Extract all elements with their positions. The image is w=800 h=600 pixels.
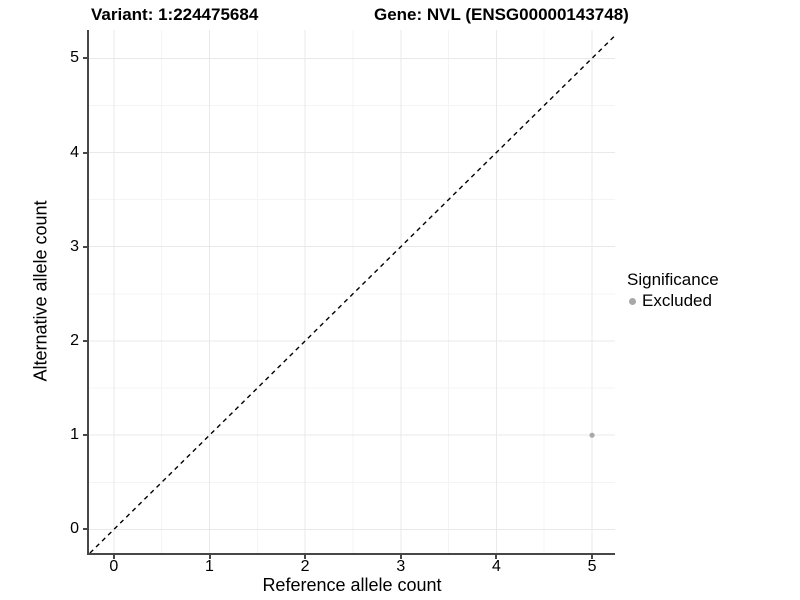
y-axis-line [87,30,89,555]
x-tick-mark [208,555,211,559]
x-tick-mark [591,555,594,559]
y-tick-mark [83,434,87,437]
plot-panel [89,30,615,553]
x-tick-mark [112,555,115,559]
legend-item-excluded: Excluded [627,291,719,311]
x-tick-label: 4 [491,558,501,575]
legend-key-dot [629,297,636,305]
y-tick-label: 1 [70,426,79,444]
x-tick-label: 2 [300,558,310,575]
x-tick-label: 3 [396,558,406,575]
y-tick-mark [83,528,87,531]
y-tick-mark [83,151,87,154]
legend-item-label: Excluded [642,291,712,310]
plot-area [89,30,615,553]
data-point [589,432,595,438]
y-tick-label: 2 [70,331,79,349]
x-tick-label: 0 [109,558,119,575]
identity-reference-line [89,35,615,553]
y-tick-label: 5 [70,49,79,67]
y-tick-label: 3 [70,237,79,255]
x-axis-title: Reference allele count [262,575,442,595]
legend-title: Significance [627,270,719,289]
y-tick-mark [83,245,87,248]
chart-title-variant: Variant: 1:224475684 [91,5,259,24]
x-tick-label: 5 [587,558,597,575]
chart-title-gene: Gene: NVL (ENSG00000143748) [374,5,629,24]
y-tick-label: 4 [70,143,79,161]
x-tick-mark [304,555,307,559]
x-tick-label: 1 [205,558,214,575]
x-tick-mark [399,555,402,559]
legend: Significance Excluded [627,269,719,311]
y-tick-mark [83,57,87,60]
y-tick-label: 0 [70,520,79,538]
x-axis-line [87,553,615,555]
y-tick-mark [83,339,87,342]
x-tick-mark [495,555,498,559]
y-axis-title: Alternative allele count [30,200,51,382]
